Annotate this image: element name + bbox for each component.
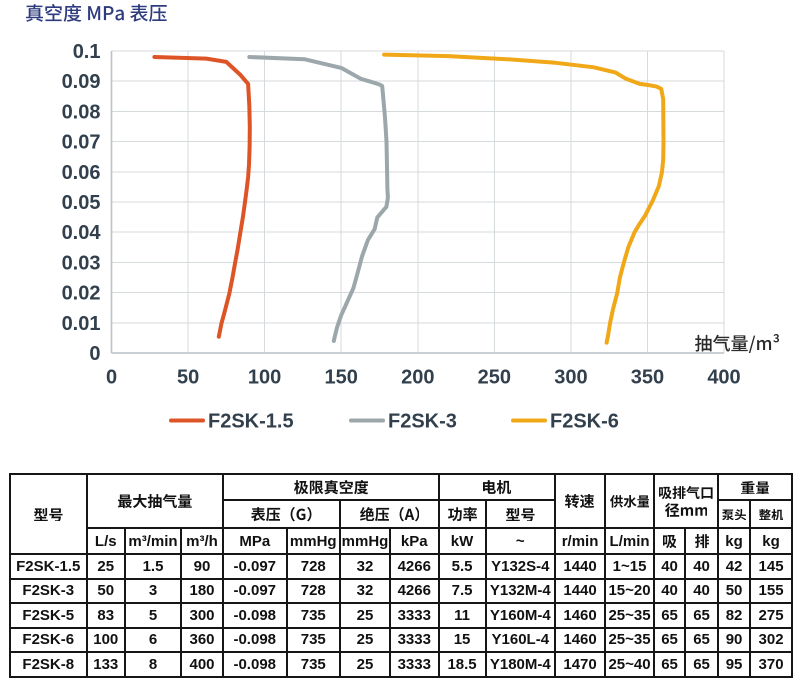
svg-text:F2SK-6: F2SK-6	[550, 411, 619, 433]
svg-text:0.05: 0.05	[62, 192, 101, 214]
svg-text:300: 300	[554, 367, 587, 389]
svg-text:0.07: 0.07	[62, 132, 101, 154]
svg-text:350: 350	[631, 367, 664, 389]
svg-text:0.04: 0.04	[62, 222, 102, 244]
svg-text:400: 400	[707, 367, 740, 389]
svg-text:0.02: 0.02	[62, 283, 101, 305]
svg-text:F2SK-3: F2SK-3	[388, 411, 457, 433]
svg-text:250: 250	[478, 367, 511, 389]
svg-text:50: 50	[177, 367, 199, 389]
svg-text:0.03: 0.03	[62, 252, 101, 274]
svg-text:F2SK-1.5: F2SK-1.5	[208, 411, 294, 433]
svg-text:0.06: 0.06	[62, 162, 101, 184]
svg-text:150: 150	[325, 367, 358, 389]
svg-text:0: 0	[89, 343, 100, 365]
svg-text:0.01: 0.01	[62, 313, 101, 335]
svg-text:0.09: 0.09	[62, 71, 101, 93]
svg-text:0: 0	[106, 367, 117, 389]
svg-text:200: 200	[401, 367, 434, 389]
svg-text:100: 100	[248, 367, 281, 389]
svg-text:0.1: 0.1	[73, 41, 101, 63]
svg-text:0.08: 0.08	[62, 101, 101, 123]
